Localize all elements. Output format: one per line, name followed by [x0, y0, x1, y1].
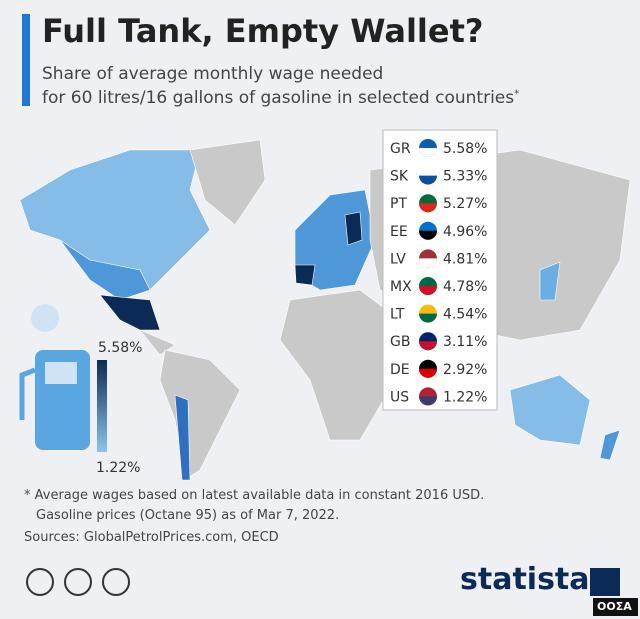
- chile: [174, 394, 191, 481]
- color-scale: [97, 360, 107, 452]
- sources: Sources: GlobalPetrolPrices.com, OECD: [24, 530, 279, 545]
- scale-max: 5.58%: [98, 340, 143, 356]
- title-bar: [22, 14, 30, 106]
- share-value: 1.22%: [443, 389, 487, 405]
- footnote: * Average wages based on latest availabl…: [24, 488, 485, 503]
- share-value: 4.96%: [443, 224, 487, 240]
- pump-icon: [19, 304, 90, 450]
- country-code: GR: [390, 141, 411, 157]
- brand: statista: [460, 562, 590, 597]
- portugal-spain: [294, 264, 316, 286]
- title: Full Tank, Empty Wallet?: [42, 12, 484, 50]
- japan: [539, 261, 561, 301]
- share-value: 5.27%: [443, 196, 487, 212]
- watermark: ΟΟΣΑ: [597, 600, 632, 613]
- south-america: [159, 349, 241, 481]
- usa: [59, 239, 151, 301]
- africa: [279, 289, 401, 441]
- table-box: [382, 129, 498, 411]
- brand-icon: [590, 568, 620, 596]
- country-code: SK: [390, 169, 409, 185]
- flag: [419, 230, 437, 240]
- share-value: 5.58%: [443, 141, 487, 157]
- continents: [19, 139, 631, 481]
- share-value: 4.78%: [443, 279, 487, 295]
- footnote: Gasoline prices (Octane 95) as of Mar 7,…: [36, 508, 340, 523]
- watermark-box: [593, 598, 638, 616]
- share-value: 2.92%: [443, 362, 487, 378]
- license-icons: [26, 568, 130, 596]
- country-code: LT: [390, 307, 405, 323]
- country-code: LV: [390, 251, 406, 267]
- flag: [419, 258, 437, 268]
- country-code: EE: [390, 224, 408, 240]
- scale-min: 1.22%: [96, 460, 141, 476]
- baltics: [344, 211, 363, 246]
- country-code: GB: [390, 334, 410, 350]
- new-zealand: [599, 429, 621, 461]
- share-value: 3.11%: [443, 334, 487, 350]
- share-value: 5.33%: [443, 169, 487, 185]
- share-value: 4.54%: [443, 307, 487, 323]
- flag: [419, 396, 437, 406]
- australia: [509, 374, 591, 446]
- flag: [419, 368, 437, 378]
- flag: [419, 203, 437, 213]
- subtitle: for 60 litres/16 gallons of gasoline in …: [42, 88, 519, 108]
- flag: [419, 175, 437, 185]
- flag: [419, 286, 437, 295]
- greenland: [189, 139, 266, 226]
- flag: [419, 341, 437, 351]
- subtitle-mark: *: [514, 88, 520, 100]
- central-america: [139, 329, 176, 356]
- country-code: MX: [390, 279, 412, 295]
- country-code: PT: [390, 196, 407, 212]
- share-value: 4.81%: [443, 251, 487, 267]
- mexico: [99, 294, 161, 331]
- subtitle: Share of average monthly wage needed: [42, 64, 384, 84]
- subtitle-line: for 60 litres/16 gallons of gasoline in …: [42, 88, 515, 108]
- country-code: US: [390, 389, 409, 405]
- flag: [419, 148, 437, 157]
- flag: [419, 313, 437, 323]
- country-code: DE: [390, 362, 410, 378]
